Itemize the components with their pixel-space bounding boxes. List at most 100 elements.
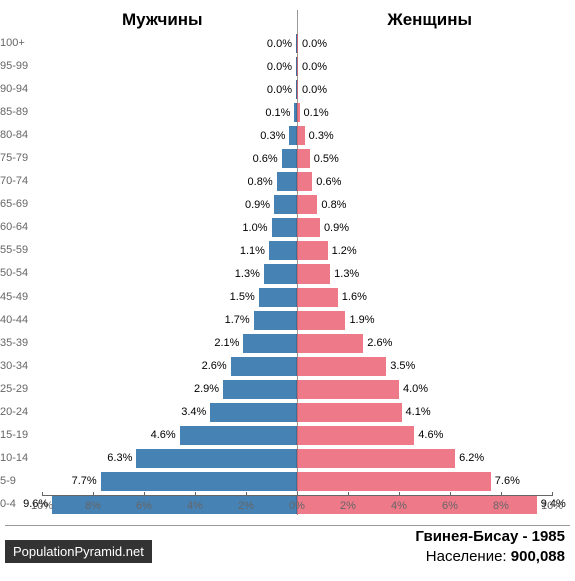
x-tick-mark <box>501 492 502 496</box>
age-row: 55-591.1%1.2% <box>42 239 552 262</box>
footer-right: Гвинея-Бисау - 1985 Население: 900,088 <box>415 527 565 568</box>
female-percent: 4.6% <box>414 429 443 441</box>
male-percent: 1.0% <box>242 222 271 234</box>
age-row: 35-392.1%2.6% <box>42 332 552 355</box>
age-row: 85-890.1%0.1% <box>42 101 552 124</box>
male-percent: 7.7% <box>72 475 101 487</box>
male-percent: 1.7% <box>225 314 254 326</box>
age-row: 50-541.3%1.3% <box>42 262 552 285</box>
x-tick-label: 6% <box>442 500 458 512</box>
female-bar: 0.0% <box>297 80 298 99</box>
male-bar: 2.9% <box>223 380 297 399</box>
chart-area: Мужчины Женщины 100+0.0%0.0%95-990.0%0.0… <box>42 10 552 515</box>
female-percent: 0.8% <box>317 199 346 211</box>
female-percent: 0.3% <box>305 130 334 142</box>
age-label: 85-89 <box>0 101 40 124</box>
bars-area: Мужчины Женщины 100+0.0%0.0%95-990.0%0.0… <box>42 10 552 494</box>
male-bar: 1.3% <box>264 264 297 283</box>
x-tick-mark <box>246 492 247 496</box>
male-percent: 0.0% <box>267 84 296 96</box>
age-label: 35-39 <box>0 332 40 355</box>
age-row: 30-342.6%3.5% <box>42 355 552 378</box>
age-label: 90-94 <box>0 78 40 101</box>
female-bar: 1.2% <box>297 241 328 260</box>
x-tick-mark <box>450 492 451 496</box>
country-year: Гвинея-Бисау - 1985 <box>415 527 565 547</box>
female-bar: 1.6% <box>297 288 338 307</box>
x-tick-label: 8% <box>493 500 509 512</box>
male-bar: 2.1% <box>243 334 297 353</box>
female-bar: 1.3% <box>297 264 330 283</box>
x-tick-mark <box>93 492 94 496</box>
male-percent: 4.6% <box>151 429 180 441</box>
female-percent: 0.6% <box>312 176 341 188</box>
x-tick-mark <box>297 492 298 496</box>
female-percent: 0.0% <box>298 84 327 96</box>
x-tick-label: 6% <box>136 500 152 512</box>
female-percent: 1.6% <box>338 291 367 303</box>
age-row: 10-146.3%6.2% <box>42 447 552 470</box>
female-bar: 4.0% <box>297 380 399 399</box>
male-bar: 7.7% <box>101 472 297 491</box>
male-bar: 0.3% <box>289 126 297 145</box>
male-bar: 3.4% <box>210 403 297 422</box>
female-percent: 1.9% <box>345 314 374 326</box>
age-row: 5-97.7%7.6% <box>42 470 552 493</box>
male-percent: 0.8% <box>248 176 277 188</box>
female-bar: 0.6% <box>297 172 312 191</box>
age-label: 40-44 <box>0 309 40 332</box>
age-label: 30-34 <box>0 355 40 378</box>
female-bar: 0.1% <box>297 103 300 122</box>
header-row: Мужчины Женщины <box>42 10 552 32</box>
male-bar: 1.1% <box>269 241 297 260</box>
age-label: 95-99 <box>0 55 40 78</box>
age-row: 65-690.9%0.8% <box>42 193 552 216</box>
male-bar: 1.7% <box>254 311 297 330</box>
x-tick-mark <box>195 492 196 496</box>
female-percent: 6.2% <box>455 452 484 464</box>
age-label: 50-54 <box>0 262 40 285</box>
male-bar: 0.6% <box>282 149 297 168</box>
age-row: 90-940.0%0.0% <box>42 78 552 101</box>
female-percent: 1.2% <box>328 245 357 257</box>
age-row: 60-641.0%0.9% <box>42 216 552 239</box>
male-bar: 2.6% <box>231 357 297 376</box>
population-label: Население: <box>426 548 511 565</box>
female-percent: 7.6% <box>491 475 520 487</box>
source-badge: PopulationPyramid.net <box>5 540 152 563</box>
age-row: 100+0.0%0.0% <box>42 32 552 55</box>
x-tick-mark <box>42 492 43 496</box>
female-bar: 1.9% <box>297 311 345 330</box>
male-percent: 2.9% <box>194 383 223 395</box>
population-line: Население: 900,088 <box>415 547 565 567</box>
male-percent: 0.0% <box>267 61 296 73</box>
age-row: 25-292.9%4.0% <box>42 378 552 401</box>
female-percent: 0.5% <box>310 153 339 165</box>
male-bar: 1.0% <box>272 218 298 237</box>
age-row: 70-740.8%0.6% <box>42 170 552 193</box>
female-bar: 4.6% <box>297 426 414 445</box>
age-row: 80-840.3%0.3% <box>42 124 552 147</box>
x-tick-mark <box>399 492 400 496</box>
female-percent: 1.3% <box>330 268 359 280</box>
age-label: 60-64 <box>0 216 40 239</box>
female-bar: 0.5% <box>297 149 310 168</box>
female-percent: 3.5% <box>386 360 415 372</box>
female-bar: 6.2% <box>297 449 455 468</box>
male-percent: 2.6% <box>202 360 231 372</box>
age-label: 25-29 <box>0 378 40 401</box>
age-label: 65-69 <box>0 193 40 216</box>
female-bar: 0.8% <box>297 195 317 214</box>
x-tick-label: 0% <box>289 500 305 512</box>
male-percent: 0.0% <box>267 38 296 50</box>
male-percent: 1.3% <box>235 268 264 280</box>
x-tick-label: 8% <box>85 500 101 512</box>
age-label: 45-49 <box>0 286 40 309</box>
population-value: 900,088 <box>511 548 565 565</box>
age-row: 20-243.4%4.1% <box>42 401 552 424</box>
female-percent: 4.0% <box>399 383 428 395</box>
male-percent: 0.9% <box>245 199 274 211</box>
x-tick-label: 10% <box>541 500 563 512</box>
female-bar: 0.0% <box>297 34 298 53</box>
age-row: 45-491.5%1.6% <box>42 286 552 309</box>
